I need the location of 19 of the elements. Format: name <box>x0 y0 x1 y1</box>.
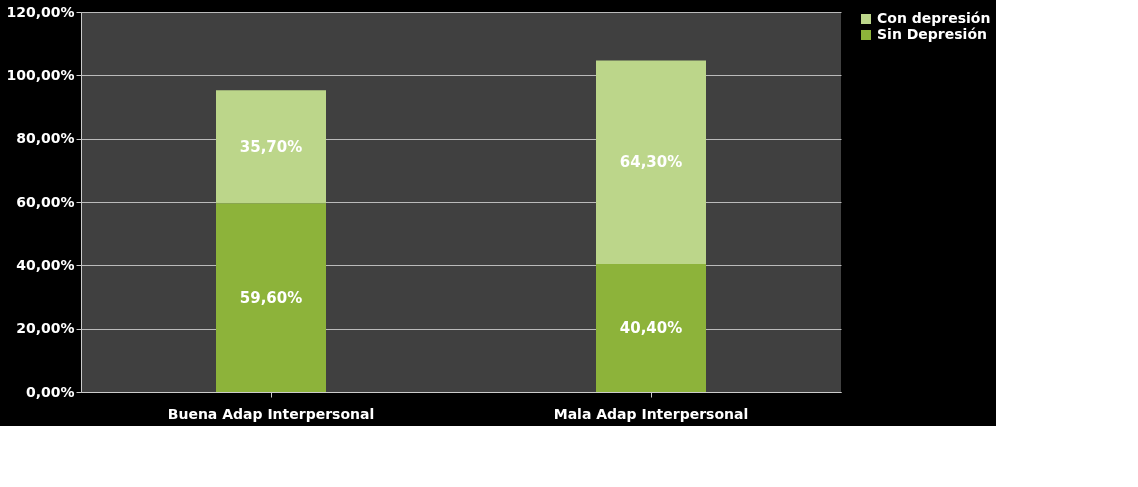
x-tick-label: Mala Adap Interpersonal <box>553 405 749 422</box>
data-label: 40,40% <box>619 319 683 338</box>
y-tick-label: 120,00% <box>6 3 75 20</box>
data-label: 35,70% <box>239 137 303 156</box>
bar <box>596 264 706 392</box>
legend-label: Sin Depresión <box>877 26 987 42</box>
y-tick-label: 100,00% <box>6 66 75 83</box>
y-tick-label: 60,00% <box>16 193 75 210</box>
bar <box>596 60 706 265</box>
x-tick-label: Buena Adap Interpersonal <box>167 405 375 422</box>
legend-label: Con depresión <box>877 10 991 26</box>
y-tick-label: 0,00% <box>25 383 75 400</box>
bar <box>216 203 326 392</box>
data-label: 59,60% <box>239 288 303 307</box>
data-label: 64,30% <box>619 153 683 172</box>
y-tick-label: 80,00% <box>16 130 75 147</box>
bar <box>216 90 326 204</box>
y-tick-label: 20,00% <box>16 320 75 337</box>
y-tick-label: 40,00% <box>16 256 75 273</box>
